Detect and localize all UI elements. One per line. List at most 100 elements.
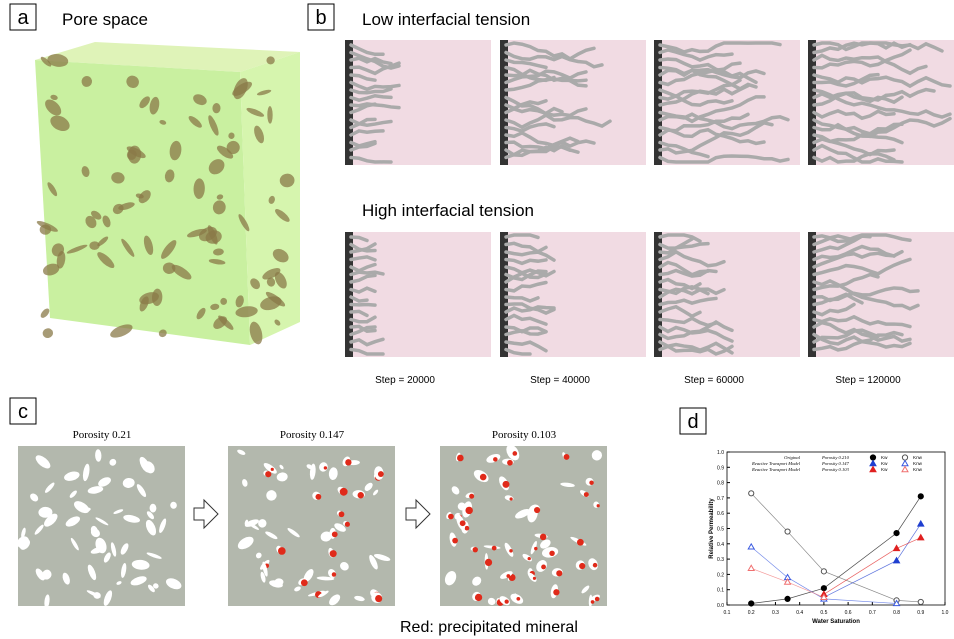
y-tick-label: 0.2 xyxy=(717,572,724,578)
precipitate xyxy=(507,460,513,466)
step-label: Step = 60000 xyxy=(684,375,744,386)
point xyxy=(918,599,923,604)
precipitate xyxy=(540,534,547,541)
step-label: Step = 40000 xyxy=(530,375,590,386)
x-tick-label: 0.8 xyxy=(893,610,900,616)
precipitate xyxy=(493,457,498,462)
y-tick-label: 0.5 xyxy=(717,527,724,533)
y-axis-label: Relative Permeability xyxy=(709,498,715,559)
point xyxy=(749,491,754,496)
y-tick-label: 0.3 xyxy=(717,557,724,563)
x-tick-label: 0.9 xyxy=(917,610,924,616)
point xyxy=(749,601,754,606)
x-tick-label: 0.2 xyxy=(748,610,755,616)
pore xyxy=(42,327,54,339)
precipitate xyxy=(512,451,517,456)
panel-label: a xyxy=(17,7,29,29)
y-tick-label: 0.9 xyxy=(717,465,724,471)
y-tick-label: 0.4 xyxy=(717,542,724,548)
precipitate xyxy=(469,494,474,499)
precipitate xyxy=(533,577,536,580)
precipitate xyxy=(460,520,466,526)
pore xyxy=(39,307,51,319)
precipitate xyxy=(271,468,274,471)
legend-porosity: Porosity 0.210 xyxy=(821,455,850,460)
step-label: Step = 120000 xyxy=(835,375,901,386)
precipitate xyxy=(591,600,595,604)
x-tick-label: 1.0 xyxy=(942,610,949,616)
legend-label: Knw xyxy=(913,467,923,472)
precipitate xyxy=(593,563,598,568)
legend-model: Reactive Transport Model xyxy=(751,467,801,472)
legend-model: Reactive Transport Model xyxy=(751,461,801,466)
row-title: High interfacial tension xyxy=(362,201,534,220)
precipitate xyxy=(485,559,492,566)
precipitate xyxy=(564,454,570,460)
precipitate xyxy=(534,507,540,513)
legend-label: Kw xyxy=(881,455,888,460)
precipitate xyxy=(516,597,520,601)
y-tick-label: 1.0 xyxy=(717,450,724,456)
point xyxy=(785,529,790,534)
precipitate xyxy=(301,579,308,586)
precipitate xyxy=(528,557,531,560)
x-tick-label: 0.7 xyxy=(869,610,876,616)
precipitate xyxy=(553,589,559,595)
note: Red: precipitated mineral xyxy=(400,619,578,636)
x-tick-label: 0.3 xyxy=(772,610,779,616)
precipitate xyxy=(358,492,364,498)
legend-model: Original xyxy=(784,455,801,460)
precipitate xyxy=(506,574,510,578)
panel-label: b xyxy=(315,7,326,29)
y-tick-label: 0.8 xyxy=(717,481,724,487)
precipitate xyxy=(510,497,513,500)
arrow xyxy=(194,500,218,528)
precipitate xyxy=(492,546,497,551)
image-title: Porosity 0.21 xyxy=(73,429,132,441)
y-tick-label: 0.0 xyxy=(717,603,724,609)
precipitate xyxy=(475,594,482,601)
precipitate xyxy=(345,522,350,527)
precipitate xyxy=(330,550,337,557)
x-axis-label: Water Saturation xyxy=(812,619,860,625)
precipitate xyxy=(589,481,593,485)
precipitate xyxy=(324,466,327,469)
panel-label: c xyxy=(18,401,28,423)
precipitate xyxy=(375,595,382,602)
precipitate xyxy=(584,492,589,497)
precipitate xyxy=(509,549,512,552)
precipitate xyxy=(579,563,585,569)
precipitate xyxy=(549,551,554,556)
legend-label: Knw xyxy=(913,461,923,466)
precipitate xyxy=(541,565,546,570)
sim-image xyxy=(500,232,646,357)
precipitate xyxy=(502,481,509,488)
precipitate xyxy=(278,547,286,555)
precipitate xyxy=(315,494,321,500)
precipitate xyxy=(465,507,472,514)
precipitate xyxy=(340,488,348,496)
legend-label: Knw xyxy=(913,455,923,460)
point xyxy=(894,530,899,535)
plot-area xyxy=(727,452,945,605)
finger xyxy=(351,304,375,305)
precipitate xyxy=(332,572,336,576)
legend-marker xyxy=(870,455,875,460)
precipitate xyxy=(597,504,600,507)
step-label: Step = 20000 xyxy=(375,375,435,386)
legend-porosity: Porosity 0.147 xyxy=(821,461,850,466)
legend-label: Kw xyxy=(881,467,888,472)
precipitate xyxy=(265,471,271,477)
precipitate xyxy=(339,511,345,517)
precipitate xyxy=(457,455,464,462)
row-title: Low interfacial tension xyxy=(362,10,530,29)
legend-porosity: Porosity 0.103 xyxy=(821,467,850,472)
precipitate xyxy=(534,547,537,550)
precipitate xyxy=(577,539,584,546)
x-tick-label: 0.6 xyxy=(845,610,852,616)
precipitate xyxy=(473,547,478,552)
precipitate xyxy=(452,538,458,544)
y-tick-label: 0.7 xyxy=(717,496,724,502)
point xyxy=(918,494,923,499)
image-title: Porosity 0.103 xyxy=(492,429,557,441)
